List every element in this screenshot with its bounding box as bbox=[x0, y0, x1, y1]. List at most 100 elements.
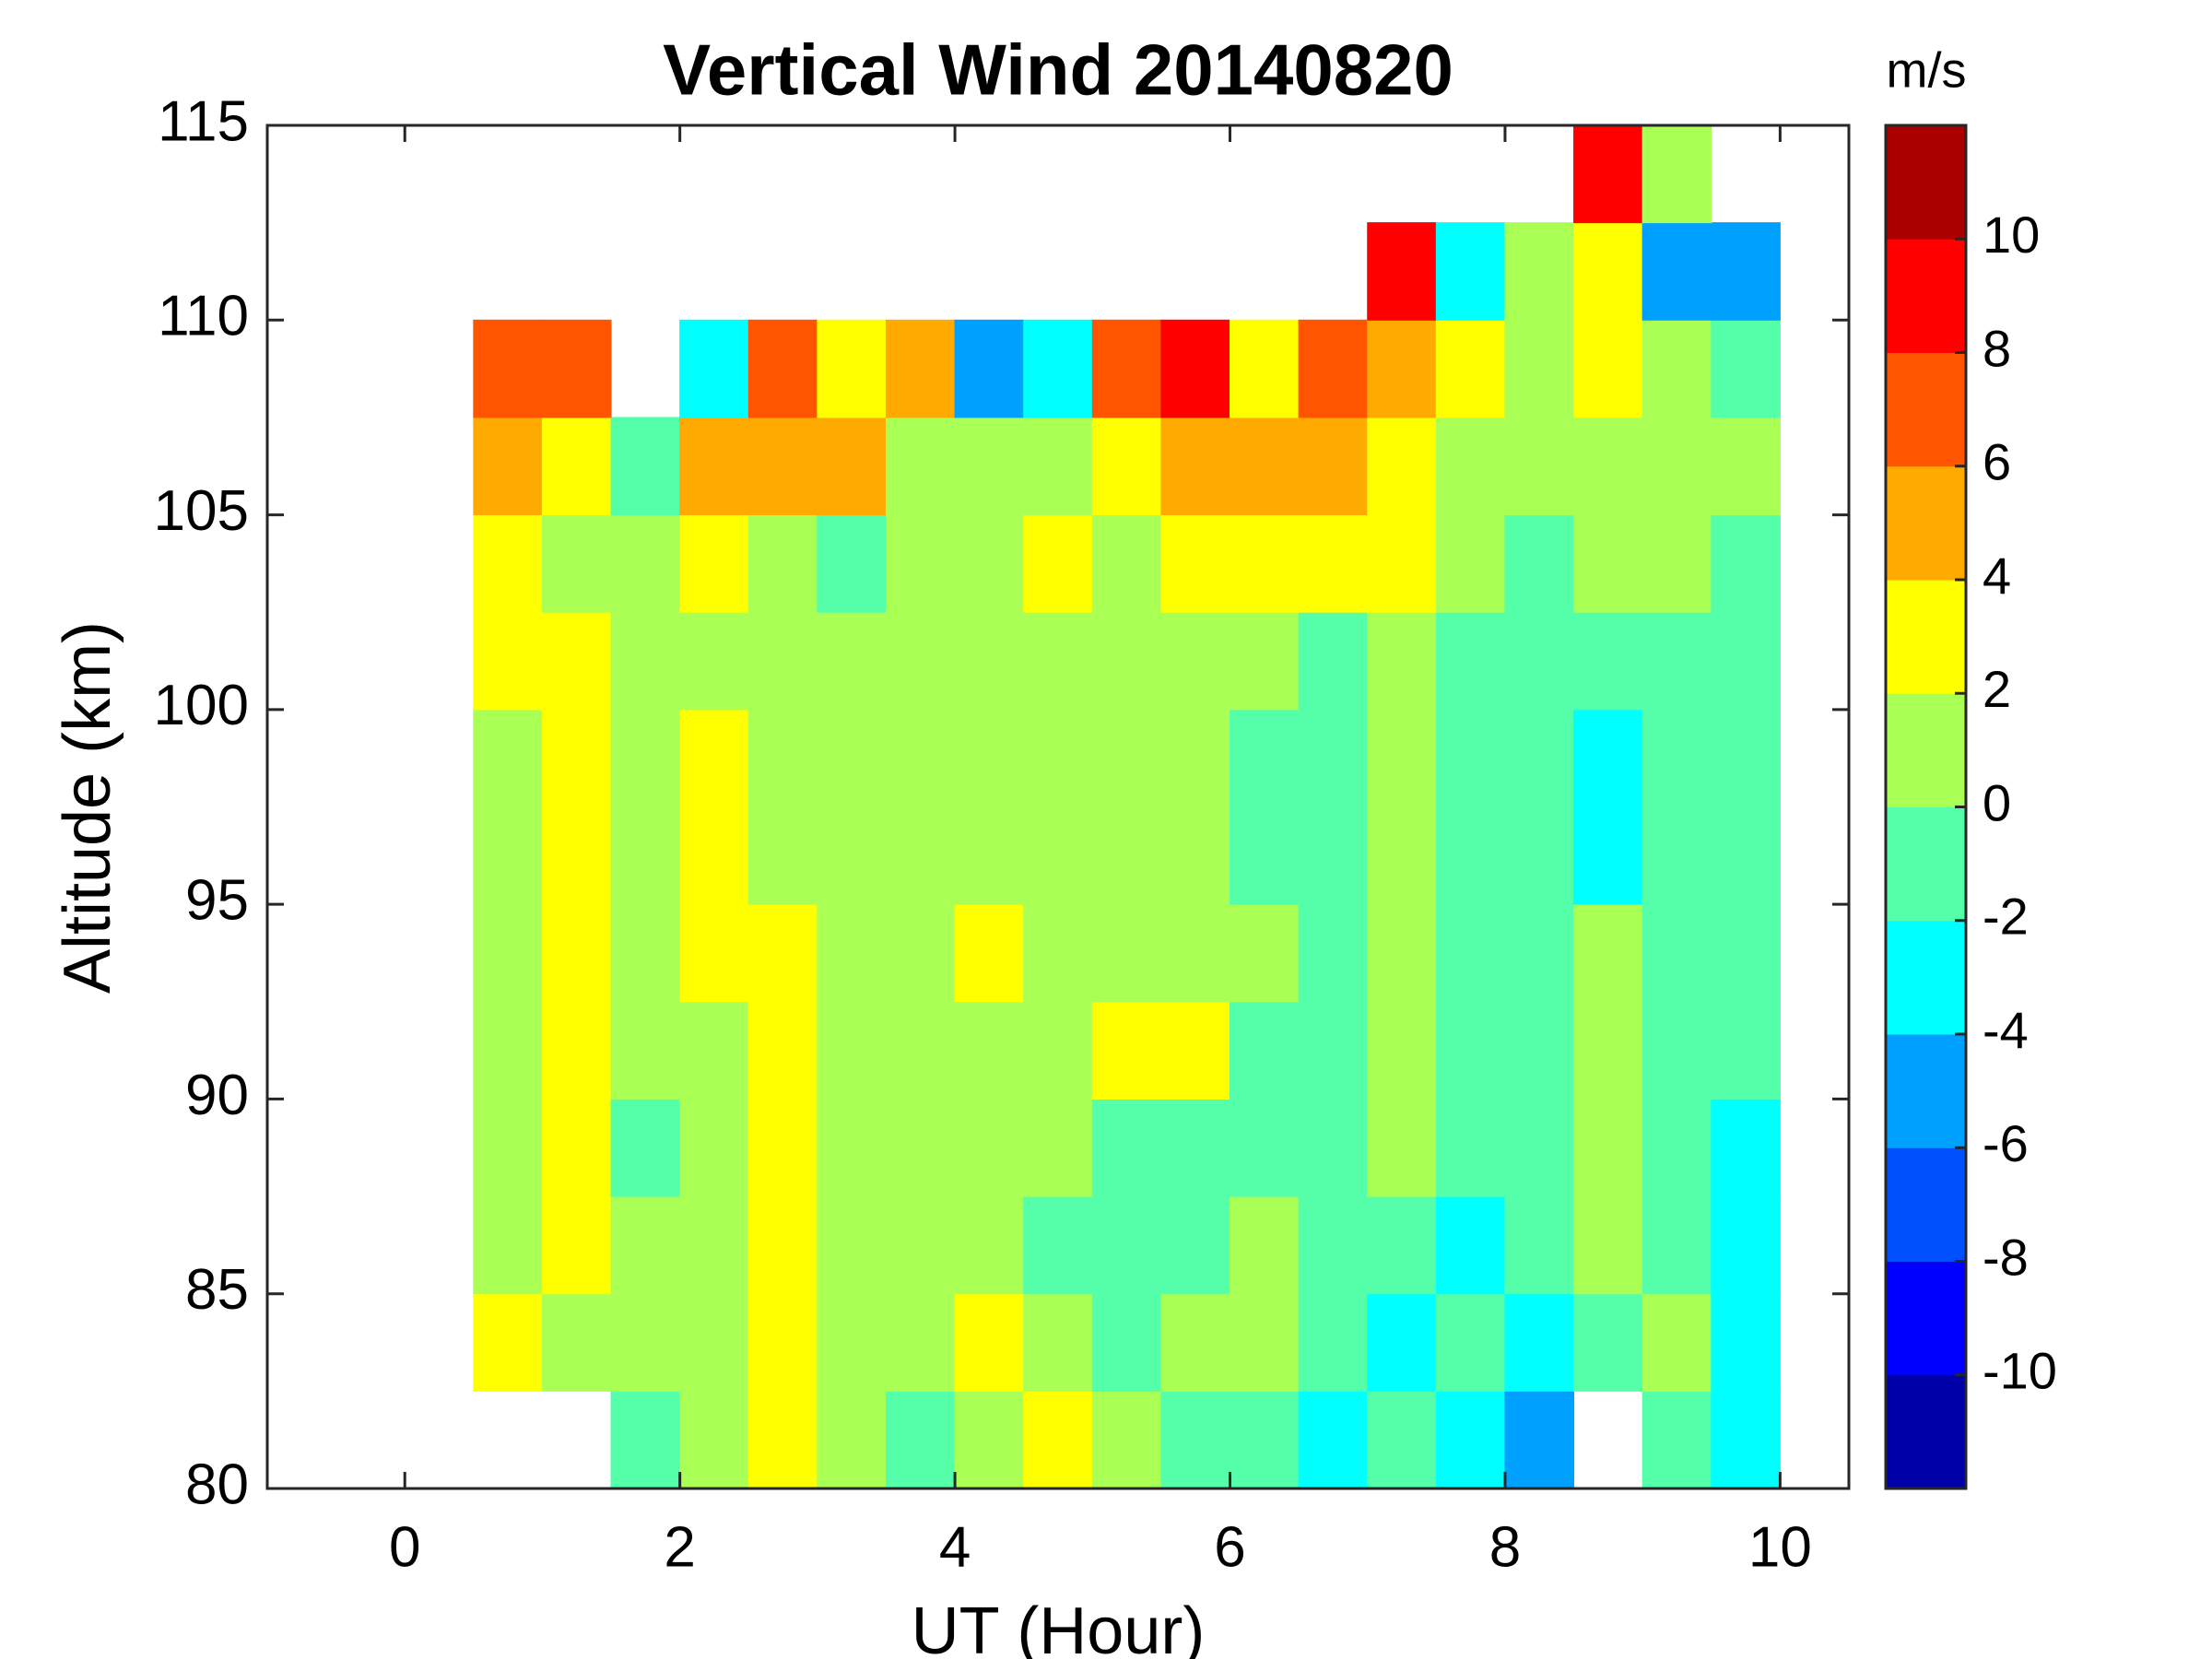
contour-cell bbox=[747, 319, 818, 418]
contour-cell bbox=[885, 1195, 956, 1295]
contour-cell bbox=[817, 1390, 887, 1489]
contour-cell bbox=[1091, 1293, 1162, 1392]
contour-cell bbox=[541, 806, 612, 905]
contour-cell bbox=[541, 417, 612, 516]
contour-cell bbox=[1573, 1195, 1643, 1295]
contour-cell bbox=[1641, 1195, 1712, 1295]
contour-cell bbox=[1435, 611, 1506, 711]
contour-cell bbox=[610, 1098, 681, 1197]
contour-cell bbox=[1230, 1293, 1300, 1392]
contour-cell bbox=[1023, 903, 1093, 1003]
contour-cell bbox=[610, 709, 681, 807]
contour-cell bbox=[1573, 1098, 1643, 1197]
contour-cell bbox=[1504, 1390, 1575, 1489]
contour-cell bbox=[1160, 709, 1231, 807]
contour-cell bbox=[1641, 417, 1712, 516]
contour-cell bbox=[1091, 709, 1162, 807]
contour-cell bbox=[1298, 319, 1369, 418]
contour-cell bbox=[1641, 611, 1712, 711]
contour-cell bbox=[1641, 1098, 1712, 1197]
contour-cell bbox=[1160, 514, 1231, 613]
contour-cell bbox=[1641, 1293, 1712, 1392]
contour-cell bbox=[1230, 1098, 1300, 1197]
contour-cell bbox=[1091, 611, 1162, 711]
contour-cell bbox=[1711, 1098, 1781, 1197]
y-axis-label: Altitude (km) bbox=[51, 621, 124, 994]
colorbar-band bbox=[1885, 1261, 1967, 1376]
contour-cell bbox=[1711, 222, 1781, 321]
contour-cell bbox=[1160, 1293, 1231, 1392]
contour-cell bbox=[1160, 1098, 1231, 1197]
colorbar-tick-label: 10 bbox=[1983, 206, 2040, 264]
contour-cell bbox=[1641, 806, 1712, 905]
contour-cell bbox=[610, 514, 681, 613]
contour-cell bbox=[1367, 1390, 1437, 1489]
contour-cell bbox=[1573, 222, 1643, 321]
contour-cell bbox=[1504, 903, 1575, 1003]
contour-cell bbox=[1160, 1195, 1231, 1295]
contour-cell bbox=[1298, 514, 1369, 613]
contour-cell bbox=[1573, 903, 1643, 1003]
contour-cell bbox=[1023, 1098, 1093, 1197]
colorbar-band bbox=[1885, 1374, 1967, 1489]
contour-cell bbox=[885, 1098, 956, 1197]
contour-cell bbox=[1711, 417, 1781, 516]
contour-cell bbox=[541, 319, 612, 418]
contour-cell bbox=[954, 1390, 1025, 1489]
contour-cell bbox=[1298, 1098, 1369, 1197]
contour-cell bbox=[1435, 514, 1506, 613]
contour-cell bbox=[541, 514, 612, 613]
contour-cell bbox=[747, 806, 818, 905]
contour-cell bbox=[1435, 709, 1506, 807]
contour-cell bbox=[1711, 1293, 1781, 1392]
contour-cell bbox=[1367, 1293, 1437, 1392]
contour-cell bbox=[1230, 611, 1300, 711]
y-tick-label: 115 bbox=[158, 89, 249, 153]
contour-cell bbox=[747, 1390, 818, 1489]
contour-cell bbox=[1573, 514, 1643, 613]
colorbar-tick-label: 0 bbox=[1983, 773, 2011, 831]
contour-cell bbox=[1230, 709, 1300, 807]
contour-cell bbox=[1091, 514, 1162, 613]
contour-cell bbox=[817, 806, 887, 905]
colorbar-band bbox=[1885, 579, 1967, 694]
contour-cell bbox=[1160, 611, 1231, 711]
contour-cell bbox=[1367, 417, 1437, 516]
contour-cell bbox=[1641, 903, 1712, 1003]
contour-cell bbox=[954, 709, 1025, 807]
contour-cell bbox=[1504, 806, 1575, 905]
contour-cell bbox=[885, 319, 956, 418]
y-tick-label: 105 bbox=[154, 479, 249, 543]
contour-cell bbox=[954, 611, 1025, 711]
contour-cell bbox=[885, 1001, 956, 1100]
colorbar-band bbox=[1885, 692, 1967, 807]
contour-cell bbox=[885, 1390, 956, 1489]
contour-cell bbox=[1091, 1390, 1162, 1489]
colorbar-tick-label: -8 bbox=[1983, 1228, 2029, 1286]
contour-cell bbox=[954, 903, 1025, 1003]
contour-cell bbox=[817, 1098, 887, 1197]
contour-cell bbox=[1091, 417, 1162, 516]
contour-cell bbox=[1711, 709, 1781, 807]
contour-cell bbox=[1160, 319, 1231, 418]
contour-cell bbox=[1641, 319, 1712, 418]
contour-cell bbox=[473, 1195, 543, 1295]
colorbar-tick-label: 8 bbox=[1983, 319, 2011, 377]
colorbar-tick-label: -4 bbox=[1983, 1001, 2029, 1059]
contour-cell bbox=[1160, 903, 1231, 1003]
colorbar-band bbox=[1885, 920, 1967, 1035]
contour-cell bbox=[1711, 1195, 1781, 1295]
contour-cell bbox=[747, 1293, 818, 1392]
contour-cell bbox=[1504, 709, 1575, 807]
y-tick-label: 85 bbox=[185, 1258, 249, 1322]
contour-cell bbox=[747, 1098, 818, 1197]
contour-cell bbox=[817, 611, 887, 711]
contour-cell bbox=[1435, 1098, 1506, 1197]
contour-cell bbox=[747, 514, 818, 613]
contour-cell bbox=[473, 806, 543, 905]
contour-cell bbox=[1641, 124, 1712, 224]
contour-cell bbox=[1573, 611, 1643, 711]
contour-cell bbox=[1711, 1001, 1781, 1100]
contour-cell bbox=[1435, 417, 1506, 516]
contour-cell bbox=[954, 514, 1025, 613]
